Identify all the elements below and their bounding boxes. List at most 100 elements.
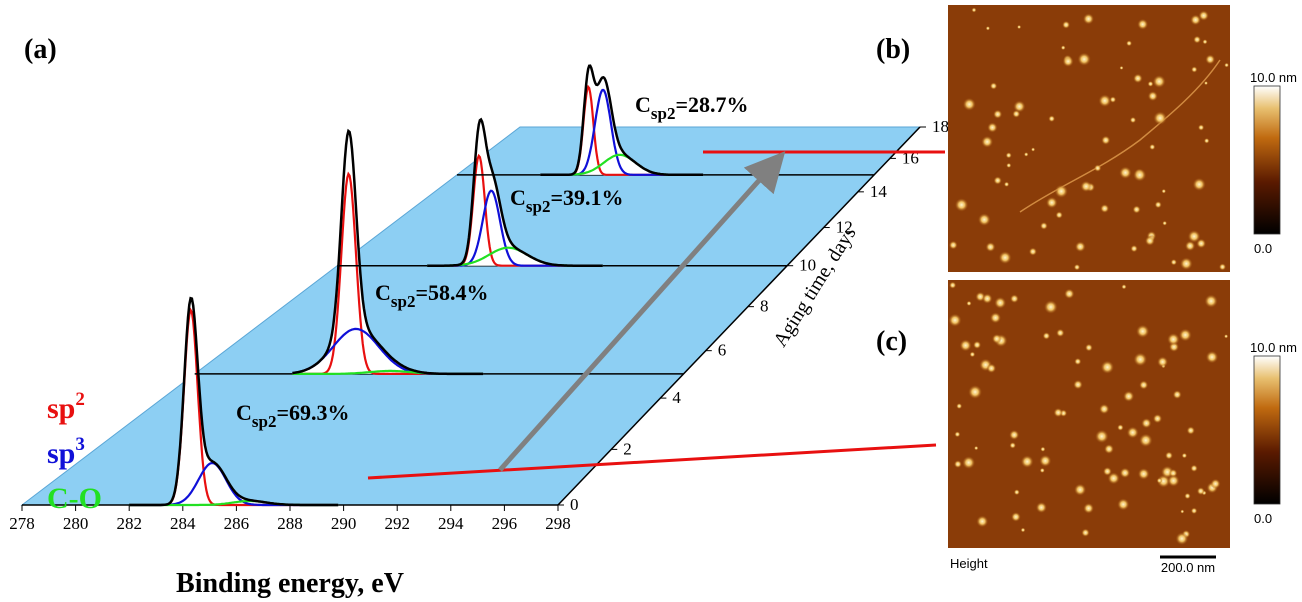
legend-sup: 2 <box>75 389 85 410</box>
particle <box>1064 289 1074 299</box>
label-sub: sp2 <box>391 292 416 311</box>
particle <box>970 352 976 358</box>
particle <box>966 301 971 306</box>
y-tick-label: 2 <box>623 439 632 458</box>
particle <box>1126 40 1132 46</box>
particle <box>1206 351 1219 364</box>
particle <box>949 241 958 250</box>
particle <box>1130 117 1136 123</box>
particle <box>1040 468 1045 473</box>
particle <box>1014 489 1020 495</box>
particle <box>1162 221 1167 226</box>
particle <box>1095 430 1109 444</box>
particle <box>949 282 956 289</box>
particle <box>1204 294 1217 307</box>
particle <box>1094 164 1101 171</box>
particle <box>1011 512 1021 522</box>
legend-name: sp <box>47 392 75 425</box>
x-tick-label: 296 <box>492 514 518 533</box>
particle <box>1182 453 1188 459</box>
particle <box>1043 332 1051 340</box>
particle <box>1191 508 1198 515</box>
x-tick-label: 286 <box>224 514 250 533</box>
particle <box>1139 434 1153 448</box>
particle <box>1021 528 1026 533</box>
particle <box>1099 404 1109 414</box>
label-rest: =39.1% <box>550 185 623 210</box>
particle <box>1048 115 1055 122</box>
particle <box>1083 503 1094 514</box>
x-tick-label: 294 <box>438 514 464 533</box>
particle <box>1074 264 1080 270</box>
particle <box>1004 182 1009 187</box>
colorbar <box>1254 356 1280 504</box>
particle <box>973 341 981 349</box>
particle <box>990 312 1001 323</box>
particle <box>1153 414 1162 423</box>
particle <box>981 136 993 148</box>
x-tick-label: 292 <box>384 514 410 533</box>
particle <box>1137 19 1148 30</box>
particle <box>1120 66 1124 70</box>
x-axis-title: Binding energy, eV <box>176 568 404 599</box>
particle <box>994 297 1006 309</box>
particle <box>960 339 972 351</box>
x-tick-label: 278 <box>9 514 35 533</box>
particle <box>1171 259 1177 265</box>
particle <box>1056 211 1063 218</box>
particle <box>1190 15 1201 26</box>
particle <box>1080 181 1091 192</box>
particle <box>954 431 960 437</box>
particle <box>1157 356 1168 367</box>
particle <box>1133 168 1146 181</box>
panel-label: (a) <box>24 34 57 65</box>
particle <box>972 8 977 13</box>
y-tick-label: 0 <box>570 495 579 514</box>
particle <box>1044 300 1058 314</box>
particle <box>1040 222 1048 230</box>
colorbar-min: 0.0 <box>1254 511 1272 526</box>
body: 2782802822842862882902922942962980246810… <box>0 0 1302 602</box>
legend-entry: sp2 <box>47 389 85 425</box>
y-tick-label: 4 <box>672 388 681 407</box>
particle <box>1224 334 1228 338</box>
y-tick-label: 6 <box>718 341 727 360</box>
legend-entry: C-O <box>47 482 102 515</box>
particle <box>1148 81 1154 87</box>
particle <box>1098 94 1111 107</box>
label-rest: =69.3% <box>276 400 349 425</box>
x-tick-label: 288 <box>277 514 303 533</box>
particle <box>1204 81 1208 85</box>
particle <box>976 515 988 527</box>
particle <box>1006 163 1011 168</box>
figure: 2782802822842862882902922942962980246810… <box>0 0 1302 602</box>
particle <box>1155 201 1162 208</box>
particle <box>1185 241 1195 251</box>
legend-sup: 3 <box>75 434 85 455</box>
colorbar <box>1254 86 1280 234</box>
particle <box>963 98 976 111</box>
particle <box>1101 136 1110 145</box>
x-tick-label: 280 <box>63 514 89 533</box>
particle <box>1205 54 1215 64</box>
particle <box>1219 263 1226 270</box>
particle <box>1073 380 1083 390</box>
particle <box>948 314 961 327</box>
particle <box>1081 529 1089 537</box>
particle <box>1039 455 1051 467</box>
particle <box>1012 110 1020 118</box>
particle <box>1040 447 1045 452</box>
particle <box>1009 430 1019 440</box>
particle <box>1017 25 1021 29</box>
particle <box>1061 45 1066 50</box>
particle <box>1187 426 1195 434</box>
afm-image-c <box>948 280 1230 548</box>
particle <box>993 110 1002 119</box>
particle <box>1139 380 1148 389</box>
particle <box>1153 75 1166 88</box>
legend-name: C-O <box>47 482 102 515</box>
colorbar-max: 10.0 nm <box>1250 70 1297 85</box>
y-tick-label: 18 <box>932 117 949 136</box>
particle <box>1133 205 1141 213</box>
particle <box>1083 13 1094 24</box>
